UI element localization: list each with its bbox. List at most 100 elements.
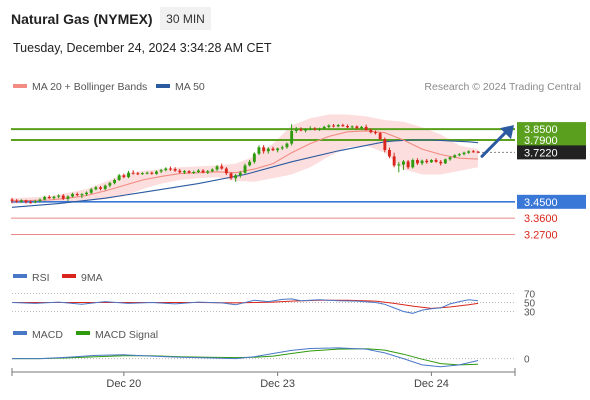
candle: [285, 142, 289, 149]
candle: [187, 170, 191, 174]
candle: [117, 174, 121, 181]
ma50-line: [11, 139, 479, 208]
candle-body: [285, 143, 289, 148]
candle: [378, 132, 382, 140]
macd-panel: 0: [12, 347, 530, 368]
candle-body: [276, 148, 280, 151]
candle: [85, 191, 88, 196]
candle-body: [304, 129, 307, 131]
candle-body: [117, 175, 121, 180]
candle: [75, 192, 79, 197]
candle-body: [411, 160, 415, 168]
candle: [145, 171, 149, 175]
candle: [122, 173, 126, 179]
candle-body: [369, 129, 373, 133]
candle-body: [248, 161, 252, 166]
candle-body: [439, 161, 443, 164]
candle-body: [378, 133, 382, 140]
candle-body: [364, 126, 368, 130]
candle: [94, 186, 98, 191]
forecast-arrow-shaft: [480, 131, 507, 158]
candle-body: [61, 195, 65, 199]
candle: [192, 170, 196, 174]
timeframe-badge[interactable]: [160, 7, 211, 30]
candle-body: [457, 154, 461, 156]
candle: [141, 172, 144, 175]
candle-body: [215, 166, 219, 170]
candle-body: [266, 148, 270, 152]
x-tick-label-2: Dec 24: [414, 378, 449, 390]
candle: [229, 172, 233, 180]
candle-body: [443, 159, 447, 164]
candle-body: [271, 148, 275, 151]
legend-label-9ma: 9MA: [81, 272, 103, 284]
candle: [383, 137, 387, 153]
candle: [252, 152, 256, 164]
candle-body: [99, 187, 102, 189]
candle-body: [341, 125, 345, 127]
candle: [33, 199, 37, 204]
macd-line: [12, 347, 479, 368]
moving-averages: [11, 130, 479, 208]
x-axis: Dec 20 Dec 23 Dec 24: [11, 368, 516, 390]
candle: [206, 170, 210, 174]
candle: [402, 160, 405, 170]
candle-body: [173, 169, 177, 171]
candle-body: [243, 165, 247, 173]
candle-body: [127, 172, 130, 178]
candle: [197, 169, 200, 174]
candle: [369, 128, 373, 134]
candle: [257, 145, 261, 155]
candle-body: [322, 126, 326, 129]
candle: [332, 124, 335, 128]
candle-body: [290, 130, 294, 144]
candle-body: [201, 170, 205, 173]
candle-body: [220, 166, 224, 169]
candle: [169, 166, 172, 171]
candle: [420, 159, 424, 166]
level-label-3: 3.4500: [524, 197, 558, 209]
legend-label-ma50: MA 50: [175, 81, 205, 93]
candle: [462, 151, 466, 156]
candle: [360, 125, 363, 130]
candle: [280, 145, 284, 150]
candle-body: [238, 172, 242, 176]
candle: [425, 158, 429, 164]
candle-body: [38, 199, 42, 202]
candle-body: [155, 171, 158, 174]
candle-body: [94, 187, 98, 190]
candle: [266, 147, 270, 154]
candle: [57, 194, 61, 199]
candle: [38, 198, 42, 203]
candle-body: [425, 160, 429, 163]
timestamp: Tuesday, December 24, 2024 3:34:28 AM CE…: [13, 41, 272, 55]
candle-body: [178, 170, 182, 173]
candle-body: [71, 194, 74, 197]
candle: [113, 178, 116, 185]
candle-body: [350, 126, 354, 128]
candle: [173, 167, 177, 172]
candle: [71, 192, 74, 198]
candle-body: [187, 171, 191, 173]
level-label-1: 3.7900: [524, 135, 558, 147]
legend-label-ma20: MA 20 + Bollinger Bands: [32, 81, 147, 93]
candle: [234, 174, 238, 182]
candle-body: [374, 132, 377, 134]
candle-body: [234, 175, 238, 179]
candle: [47, 195, 51, 199]
candle: [364, 124, 368, 131]
candle: [271, 146, 275, 152]
candle-body: [15, 200, 19, 202]
candle-body: [416, 160, 419, 164]
instrument-title: Natural Gas (NYMEX): [11, 11, 153, 27]
candle-body: [66, 196, 70, 199]
candle-body: [192, 172, 196, 173]
candle-body: [145, 172, 149, 174]
candle-body: [52, 196, 56, 199]
candle: [336, 124, 340, 128]
candle: [322, 125, 326, 130]
candle: [243, 163, 247, 174]
candle: [318, 127, 321, 131]
candle: [341, 123, 345, 127]
